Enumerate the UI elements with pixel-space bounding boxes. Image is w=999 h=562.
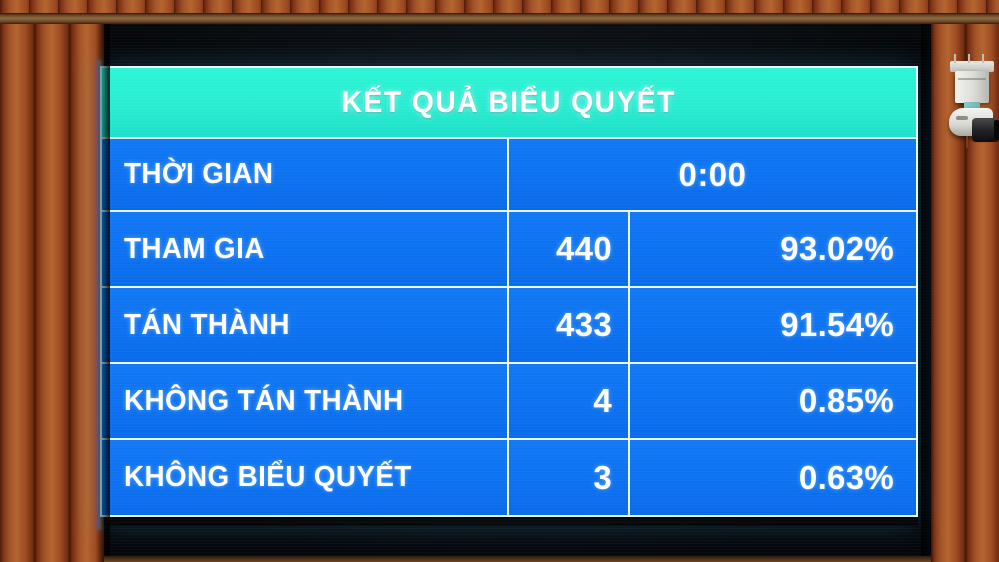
table-header-row: KẾT QUẢ BIỂU QUYẾT bbox=[100, 66, 918, 137]
camera-lens-front bbox=[994, 120, 999, 140]
row-count-cell: 3 bbox=[507, 440, 628, 515]
row-label-cell: KHÔNG BIỂU QUYẾT bbox=[102, 440, 507, 515]
row-percent: 91.54% bbox=[780, 306, 894, 343]
camera-housing bbox=[955, 71, 989, 103]
row-count: 4 bbox=[593, 382, 612, 419]
row-percent-cell: 93.02% bbox=[628, 212, 916, 286]
row-count-cell: 4 bbox=[507, 364, 628, 438]
camera-housing-seam bbox=[958, 78, 986, 80]
row-label-cell: KHÔNG TÁN THÀNH bbox=[102, 364, 507, 438]
voting-result-table: KẾT QUẢ BIỂU QUYẾT THỜI GIAN 0:00 THAM G… bbox=[100, 66, 918, 526]
camera-cable bbox=[966, 136, 968, 148]
row-percent: 0.63% bbox=[798, 458, 894, 496]
row-label: KHÔNG BIỂU QUYẾT bbox=[124, 461, 412, 493]
security-camera bbox=[944, 52, 999, 160]
table-row: KHÔNG TÁN THÀNH 4 0.85% bbox=[100, 362, 918, 438]
row-label-cell: TÁN THÀNH bbox=[102, 288, 507, 362]
row-count: 440 bbox=[556, 230, 612, 267]
row-label-cell: THAM GIA bbox=[102, 212, 507, 286]
row-count: 433 bbox=[556, 306, 612, 343]
table-row: TÁN THÀNH 433 91.54% bbox=[100, 286, 918, 362]
row-label: THAM GIA bbox=[124, 232, 265, 265]
wall-trim-ledge bbox=[0, 13, 999, 25]
camera-bracket-pin bbox=[954, 54, 956, 63]
row-count-cell: 440 bbox=[507, 212, 628, 286]
table-row-time: THỜI GIAN 0:00 bbox=[100, 137, 918, 210]
row-percent-cell: 0.85% bbox=[628, 364, 916, 438]
row-label: TÁN THÀNH bbox=[124, 308, 290, 341]
page-title: KẾT QUẢ BIỂU QUYẾT bbox=[341, 85, 677, 119]
floor-strip bbox=[104, 556, 931, 562]
table-title-cell: KẾT QUẢ BIỂU QUYẾT bbox=[102, 68, 916, 137]
camera-mount-bracket bbox=[950, 61, 994, 72]
wall-panel-right bbox=[931, 24, 999, 562]
row-percent-cell: 91.54% bbox=[628, 288, 916, 362]
camera-neck bbox=[964, 102, 980, 110]
row-label: KHÔNG TÁN THÀNH bbox=[124, 384, 404, 417]
table-row: THAM GIA 440 93.02% bbox=[100, 210, 918, 286]
camera-bracket-pin bbox=[982, 54, 984, 63]
table-row: KHÔNG BIỂU QUYẾT 3 0.63% bbox=[100, 438, 918, 517]
time-label: THỜI GIAN bbox=[124, 158, 274, 190]
wall-panel-left bbox=[0, 24, 104, 562]
row-percent: 93.02% bbox=[780, 230, 894, 267]
row-count: 3 bbox=[593, 458, 612, 496]
row-count-cell: 433 bbox=[507, 288, 628, 362]
camera-bracket-pin bbox=[968, 54, 970, 63]
time-label-cell: THỜI GIAN bbox=[102, 139, 507, 210]
time-value: 0:00 bbox=[678, 155, 747, 193]
row-percent-cell: 0.63% bbox=[628, 440, 916, 515]
time-value-cell: 0:00 bbox=[507, 139, 916, 210]
camera-vent bbox=[956, 116, 968, 120]
row-percent: 0.85% bbox=[798, 382, 894, 419]
wall-panel-top bbox=[0, 0, 999, 14]
